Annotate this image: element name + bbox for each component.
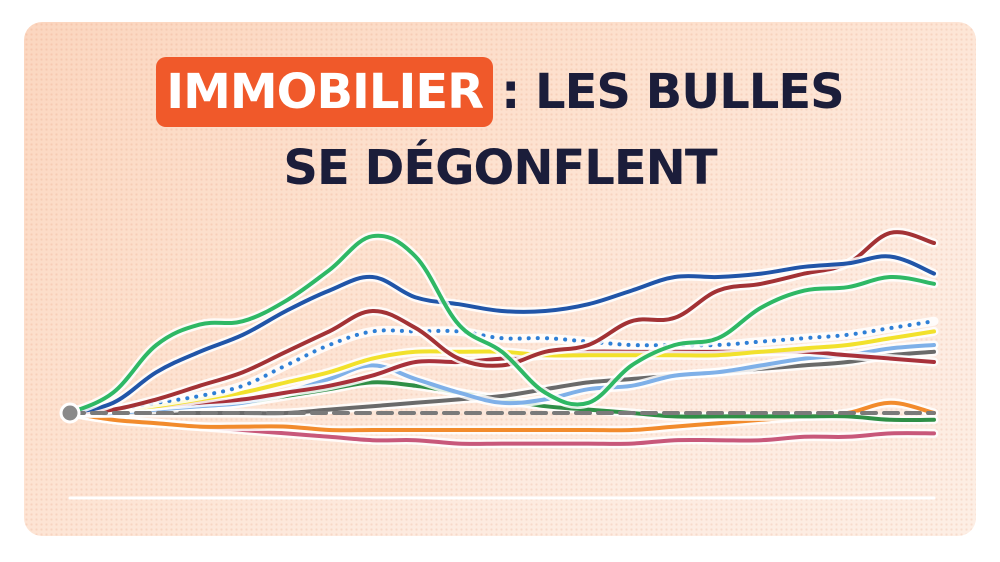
series-3-line — [68, 319, 936, 415]
series-1-line — [68, 254, 936, 415]
headline-line-1: IMMOBILIER: LES BULLES — [0, 48, 1000, 136]
origin-dot — [59, 402, 81, 424]
headline-rest: : LES BULLES — [501, 64, 845, 120]
series-layer — [65, 227, 939, 449]
headline-highlight: IMMOBILIER — [156, 57, 494, 127]
series-0-line — [68, 233, 936, 415]
series-2-line — [68, 230, 936, 415]
headline-line-2: SE DÉGONFLENT — [283, 140, 717, 196]
